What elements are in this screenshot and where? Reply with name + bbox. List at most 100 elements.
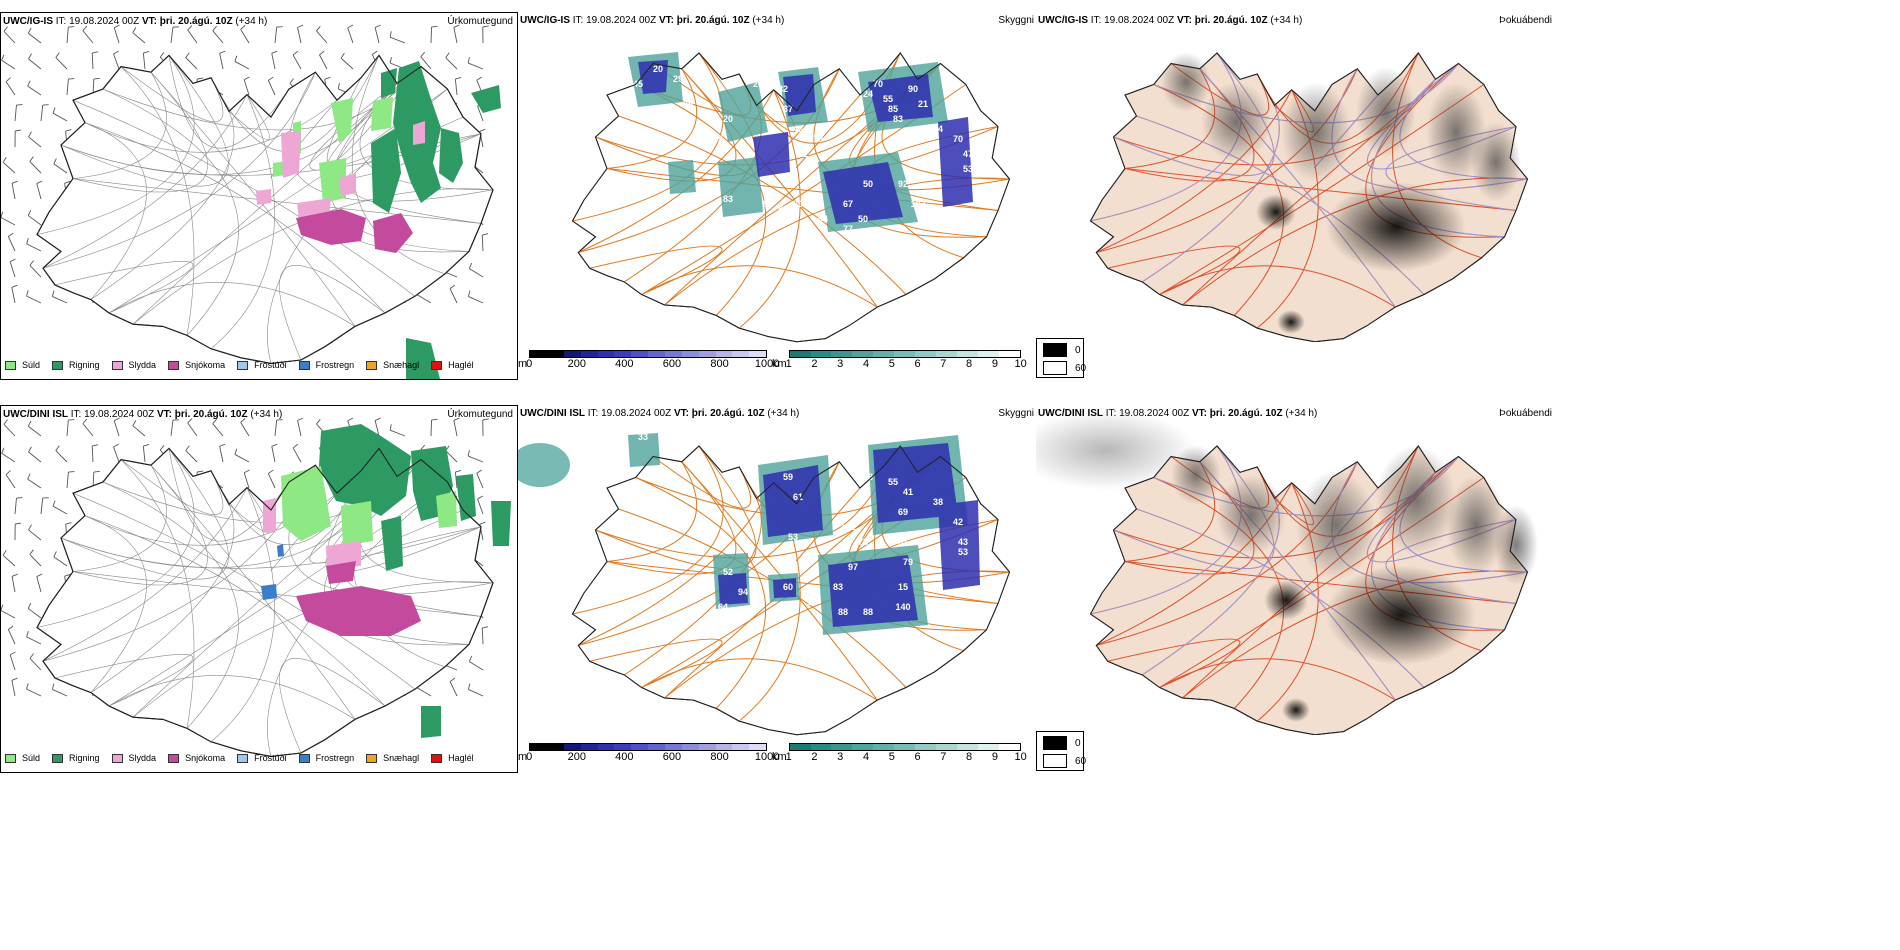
wind-barb bbox=[292, 54, 302, 70]
colorbar-tick-label: 5 bbox=[888, 751, 895, 763]
wind-barb bbox=[389, 429, 406, 437]
wind-barb bbox=[28, 529, 42, 541]
wind-barb bbox=[113, 446, 120, 463]
wind-barb bbox=[469, 661, 484, 671]
ceiling-value-label: 70 bbox=[953, 134, 963, 144]
wind-barb bbox=[481, 627, 484, 645]
fog-map bbox=[1089, 52, 1529, 342]
colorbar-swatch bbox=[873, 351, 895, 357]
wind-barb bbox=[82, 30, 94, 44]
wind-barb-flag bbox=[82, 25, 88, 31]
ceiling-value-label: 90 bbox=[908, 84, 918, 94]
wind-barb-flag bbox=[449, 677, 456, 682]
colorbar-tick-label: 4 bbox=[862, 358, 870, 370]
colorbar-swatch bbox=[530, 744, 548, 750]
wind-barb bbox=[3, 424, 16, 437]
wind-barb-flag bbox=[29, 156, 34, 162]
wind-barb-flag bbox=[243, 469, 250, 474]
panel-header: UWC/IG-IS IT: 19.08.2024 00Z VT: þri. 20… bbox=[1038, 15, 1302, 26]
wind-barb bbox=[11, 183, 16, 200]
wind-barb-flag bbox=[389, 57, 392, 64]
colorbar-swatch bbox=[563, 351, 581, 357]
lead-time: (+34 h) bbox=[767, 408, 800, 419]
ceiling-value-label: 38 bbox=[933, 497, 943, 507]
colorbar-swatch bbox=[648, 744, 666, 750]
ptype-legend: Súld Rigning Slydda Snjókoma Frostúði Fr… bbox=[5, 360, 486, 370]
wind-barb-flag bbox=[268, 469, 274, 474]
ceiling-value-label: 33 bbox=[773, 702, 783, 712]
wind-barb bbox=[468, 296, 484, 304]
ceiling-value-label: 101 bbox=[840, 522, 855, 532]
ceiling-value-label: 82 bbox=[778, 84, 788, 94]
wind-barb-flag bbox=[319, 50, 325, 56]
road-line bbox=[36, 448, 195, 628]
wind-barb bbox=[132, 425, 146, 437]
road-line bbox=[108, 481, 448, 707]
ptype-panel-row2: UWC/DINI ISL IT: 19.08.2024 00Z VT: þri.… bbox=[0, 405, 518, 773]
wind-barb bbox=[26, 243, 42, 252]
ceiling-colorbar: m 0 200 400 600 800 1000 bbox=[518, 350, 779, 370]
ceiling-value-label: 45 bbox=[633, 79, 643, 89]
wind-barb-flag bbox=[15, 129, 22, 132]
wind-barb-flag bbox=[467, 683, 471, 690]
wind-barb bbox=[9, 654, 16, 671]
wind-barb bbox=[389, 36, 406, 44]
colorbar-tick-label: 400 bbox=[615, 358, 634, 370]
ceiling-value-label: 140 bbox=[895, 602, 910, 612]
wind-barb bbox=[449, 288, 458, 304]
init-time: IT: 19.08.2024 00Z bbox=[1090, 15, 1175, 26]
road-line bbox=[589, 245, 723, 295]
ceiling-visibility-panel-row1: UWC/IG-IS IT: 19.08.2024 00Z VT: þri. 20… bbox=[518, 12, 1036, 380]
ceiling-value-label: 83 bbox=[723, 194, 733, 204]
wind-barb bbox=[1, 610, 16, 619]
wind-barb-flag bbox=[477, 495, 484, 500]
wind-barb bbox=[142, 53, 146, 70]
wind-barb-flag bbox=[159, 52, 165, 58]
legend-item-freezing-rain: Frostregn bbox=[298, 360, 354, 370]
wind-barb bbox=[477, 498, 484, 515]
wind-barb-flag bbox=[431, 25, 438, 28]
wind-barb-flag bbox=[316, 418, 321, 425]
wind-barb bbox=[27, 215, 42, 226]
model-name: UWC/IG-IS bbox=[520, 15, 570, 26]
wind-barb-flag bbox=[68, 78, 75, 80]
legend-item-freezing-drizzle: Frostúði bbox=[237, 360, 287, 370]
wind-barb-flag bbox=[27, 27, 32, 34]
ceiling-value-label: 70 bbox=[813, 134, 823, 144]
panel-title: Þokuábendi bbox=[1499, 15, 1552, 26]
colorbar-swatch bbox=[936, 351, 957, 357]
wind-barb-flag bbox=[197, 470, 204, 473]
wind-barb-flag bbox=[92, 444, 99, 447]
wind-barb bbox=[476, 473, 484, 489]
ceiling-value-label: 276 bbox=[855, 632, 870, 642]
road-line bbox=[72, 492, 416, 690]
road-line bbox=[102, 88, 239, 336]
road-line bbox=[54, 654, 194, 707]
colorbar-swatch bbox=[789, 351, 811, 357]
wind-barb bbox=[430, 26, 432, 44]
panel-header: UWC/IG-IS IT: 19.08.2024 00Z VT: þri. 20… bbox=[520, 15, 784, 26]
wind-barb-flag bbox=[453, 24, 460, 28]
road-line bbox=[1090, 445, 1242, 615]
wind-barb-flag bbox=[28, 53, 32, 60]
wind-barb-flag bbox=[132, 420, 137, 426]
colorbar-swatch bbox=[977, 351, 999, 357]
wind-barb bbox=[132, 32, 146, 44]
wind-barb bbox=[52, 296, 68, 304]
colorbar-swatch bbox=[715, 744, 733, 750]
model-name: UWC/DINI ISL bbox=[3, 409, 68, 420]
wind-barb bbox=[267, 80, 276, 96]
colorbar-swatch bbox=[852, 744, 874, 750]
snow-areas bbox=[296, 561, 421, 636]
wind-barb bbox=[234, 454, 250, 463]
ceiling-value-label: 58 bbox=[848, 462, 858, 472]
road-line bbox=[108, 675, 356, 720]
wind-barb-flag bbox=[449, 284, 456, 289]
wind-barb bbox=[36, 183, 42, 200]
wind-barb bbox=[234, 61, 250, 70]
colorbar-swatch bbox=[665, 744, 682, 750]
drizzle-areas bbox=[281, 466, 457, 546]
ceiling-value-label: 100 bbox=[760, 69, 775, 79]
legend-item-drizzle: Súld bbox=[5, 360, 40, 370]
